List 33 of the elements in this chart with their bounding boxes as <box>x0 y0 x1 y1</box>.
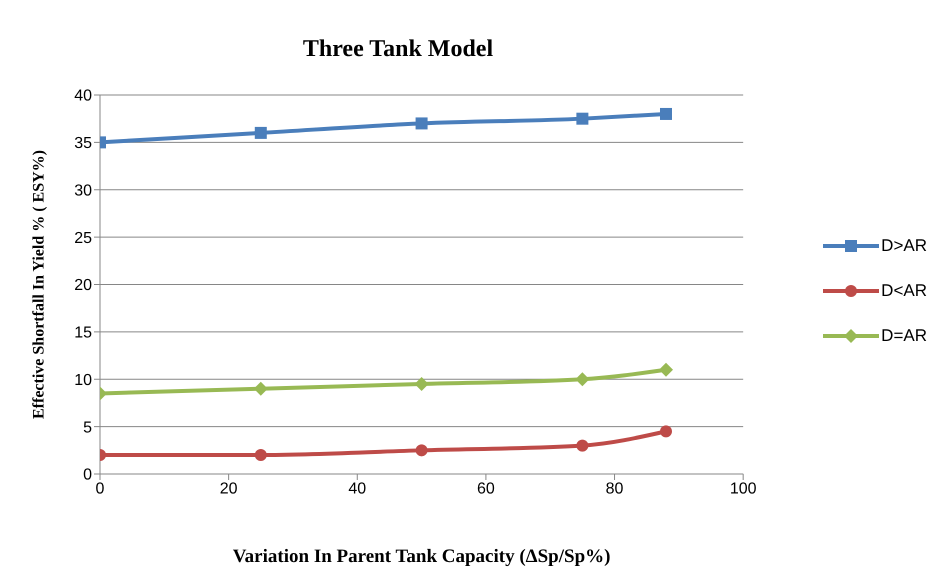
point <box>658 362 673 377</box>
point <box>660 425 672 438</box>
y-tick-label: 5 <box>83 419 92 436</box>
legend-label: D>AR <box>881 236 927 256</box>
point <box>254 449 267 462</box>
y-tick-label: 35 <box>74 135 92 152</box>
y-tick-label: 40 <box>74 88 92 105</box>
y-tick-label: 10 <box>74 372 92 389</box>
y-tick-label: 0 <box>83 466 92 484</box>
y-axis-title: Effective Shortfall In Yield % ( ESY%) <box>30 150 48 420</box>
chart-title: Three Tank Model <box>302 36 494 63</box>
point <box>414 376 429 391</box>
legend-label: D=AR <box>881 326 927 346</box>
y-tick-label: 30 <box>74 182 92 200</box>
point <box>660 108 672 120</box>
point <box>416 444 428 456</box>
y-tick-label: 15 <box>74 324 92 342</box>
legend-label: D<AR <box>881 281 927 301</box>
x-tick-label: 20 <box>220 480 238 498</box>
y-tick-label: 25 <box>74 230 92 247</box>
point <box>575 372 590 386</box>
point <box>254 126 267 139</box>
x-tick-label: 80 <box>606 480 624 498</box>
point <box>416 117 428 130</box>
point <box>576 440 588 452</box>
y-tick-label: 20 <box>74 277 92 294</box>
x-tick-label: 40 <box>348 480 366 498</box>
x-axis-title: Variation In Parent Tank Capacity (ΔSp/Sp%) <box>232 546 610 567</box>
point <box>254 382 268 396</box>
point <box>576 112 588 125</box>
x-tick-label: 0 <box>96 480 105 498</box>
x-tick-label: 100 <box>730 480 757 498</box>
x-tick-label: 60 <box>477 480 495 498</box>
